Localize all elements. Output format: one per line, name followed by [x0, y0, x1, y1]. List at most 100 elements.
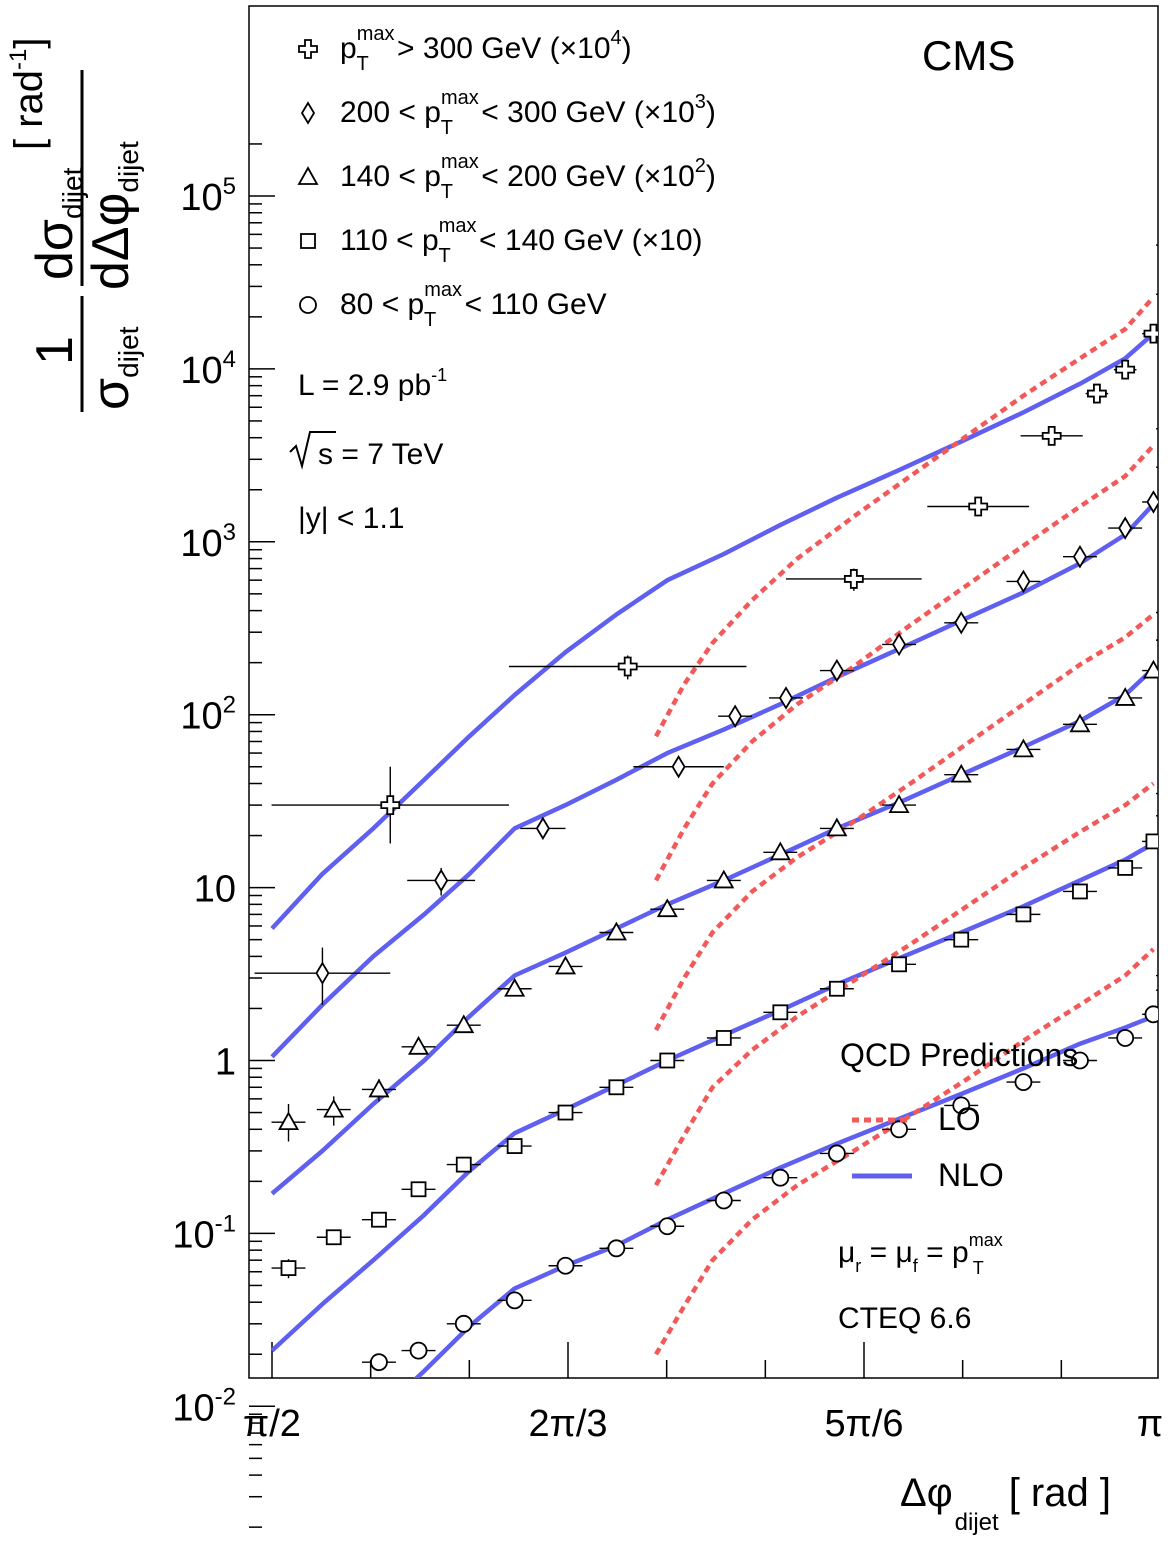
- marker-square: [772, 1004, 789, 1021]
- sqrt-symbol: [289, 431, 336, 470]
- marker-cross: [617, 656, 638, 677]
- data-point: [650, 1217, 685, 1236]
- marker-circle: [1014, 1073, 1033, 1092]
- prediction-legend-title: QCD Predictions: [840, 1037, 1078, 1073]
- nlo-curve: [413, 1014, 1155, 1378]
- marker-square: [1145, 833, 1158, 850]
- legend-entry: pmax T > 300 GeV (×104): [298, 23, 632, 75]
- data-point: [1108, 1029, 1143, 1047]
- data-point: [407, 867, 476, 896]
- marker-cross: [968, 496, 989, 517]
- nlo-legend-label: NLO: [938, 1157, 1004, 1193]
- data-point: [882, 1120, 917, 1139]
- data-point: [944, 763, 979, 783]
- data-point: [362, 1078, 396, 1102]
- lumi-text: L = 2.9 pb-1: [298, 365, 447, 402]
- marker-square: [659, 1052, 676, 1069]
- prediction-legend: QCD Predictions LO NLO: [840, 1037, 1078, 1193]
- data-point: [819, 658, 854, 683]
- lo-curve: [654, 444, 1156, 882]
- marker-square: [715, 1030, 732, 1046]
- data-point: [650, 1052, 685, 1069]
- data-point: [1142, 323, 1158, 344]
- nlo-curve: [270, 841, 1155, 1353]
- y-axis-ticks: 10-2 10-1 1 10 102 103 104 105: [172, 143, 275, 1528]
- data-point: [763, 1004, 798, 1021]
- y-tick-label: 104: [180, 346, 236, 392]
- marker-triangle: [1069, 713, 1091, 733]
- data-point: [1020, 425, 1083, 446]
- marker-triangle: [769, 841, 791, 861]
- marker-circle: [658, 1217, 677, 1236]
- marker-triangle: [368, 1078, 390, 1098]
- nlo-curve: [270, 331, 1155, 931]
- data-point: [599, 921, 634, 941]
- marker-diamond: [829, 658, 844, 683]
- data-point: [548, 1256, 583, 1275]
- marker-triangle: [277, 1111, 300, 1131]
- data-point: [1006, 906, 1041, 923]
- marker-triangle: [407, 1035, 430, 1055]
- x-axis-label: Δφdijet[ rad ]: [900, 1471, 1111, 1536]
- data-point: [769, 686, 803, 710]
- marker-square: [280, 1260, 297, 1276]
- marker-circle: [556, 1256, 575, 1275]
- marker-square: [410, 1181, 427, 1198]
- marker-triangle: [826, 817, 848, 837]
- rapidity-text: |y| < 1.1: [298, 502, 404, 535]
- data-point: [401, 1181, 436, 1198]
- ylabel-right-den: dΔφdijet: [82, 141, 144, 290]
- marker-cross: [843, 569, 864, 589]
- legend-label: 110 < pmax T < 140 GeV (×10): [340, 215, 703, 267]
- marker-cross: [1041, 425, 1062, 446]
- marker-diamond: [535, 816, 550, 841]
- data-point: [1062, 1051, 1097, 1070]
- marker-cross: [298, 39, 318, 59]
- data-point: [1142, 1005, 1158, 1024]
- marker-triangle: [1142, 659, 1158, 679]
- marker-circle: [771, 1168, 790, 1187]
- data-points: [254, 244, 1158, 1372]
- x-tick-label: π: [1137, 1403, 1163, 1445]
- data-point: [944, 611, 979, 635]
- data-point: [599, 1079, 634, 1096]
- legend-entry: 80 < pmax T < 110 GeV: [299, 279, 607, 331]
- marker-circle: [607, 1239, 626, 1258]
- plot-frame: [248, 5, 1159, 1379]
- marker-square: [455, 1156, 472, 1173]
- data-point: [1142, 659, 1158, 679]
- lo-curve: [654, 295, 1156, 738]
- ylabel-left-num: 1: [26, 336, 84, 365]
- data-point: [271, 766, 509, 844]
- marker-triangle: [297, 166, 319, 185]
- data-point: [706, 1191, 741, 1210]
- legend-entry: 200 < pmax T < 300 GeV (×103): [300, 87, 716, 139]
- data-point: [1006, 738, 1041, 758]
- data-point: [446, 1314, 481, 1333]
- data-point: [508, 655, 747, 680]
- marker-square: [325, 1229, 342, 1246]
- data-point: [401, 1035, 436, 1055]
- data-point: [1142, 490, 1158, 514]
- marker-triangle: [453, 1014, 475, 1034]
- marker-square: [608, 1079, 625, 1096]
- data-point: [1108, 516, 1143, 540]
- nlo-curve: [270, 502, 1156, 1059]
- x-axis-ticks: π/2 2π/3 5π/6 π: [243, 1342, 1163, 1445]
- marker-triangle: [950, 763, 972, 783]
- pdf-text: CTEQ 6.6: [838, 1302, 971, 1335]
- data-point: [271, 1104, 306, 1142]
- marker-square: [1117, 859, 1134, 876]
- data-point: [1142, 833, 1158, 850]
- marker-triangle: [554, 955, 577, 975]
- x-tick-label: π/2: [243, 1403, 301, 1445]
- series-circle: [362, 974, 1158, 1372]
- marker-triangle: [323, 1098, 345, 1118]
- marker-triangle: [1114, 687, 1136, 706]
- marker-triangle: [1012, 738, 1034, 758]
- ylabel-unit: [ rad-1]: [5, 37, 51, 150]
- data-point: [1062, 544, 1097, 569]
- lo-curve: [654, 612, 1155, 1032]
- marker-circle: [454, 1314, 473, 1333]
- marker-square: [371, 1211, 387, 1228]
